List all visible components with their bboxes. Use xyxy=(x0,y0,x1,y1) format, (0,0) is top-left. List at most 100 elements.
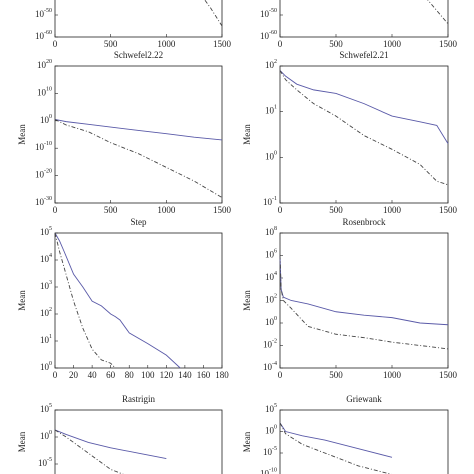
y-tick-label: 104 xyxy=(265,271,277,282)
y-tick-label: 10-10 xyxy=(260,468,277,474)
plot-frame xyxy=(279,0,449,38)
x-tick-label: 20 xyxy=(69,370,79,380)
y-tick-label: 102 xyxy=(265,59,277,70)
y-tick-label: 108 xyxy=(265,226,277,237)
x-tick-label: 0 xyxy=(53,39,58,49)
y-tick-label: 100 xyxy=(265,316,277,327)
plot-frame xyxy=(54,0,223,38)
x-tick-label: 500 xyxy=(104,39,118,49)
y-tick-label: 105 xyxy=(40,403,52,414)
y-axis-label: Mean xyxy=(17,290,27,311)
chart-title: Step xyxy=(130,217,147,227)
y-tick-label: 10-50 xyxy=(35,8,52,19)
series-line xyxy=(279,255,449,350)
series-line xyxy=(54,232,181,369)
y-tick-label: 100 xyxy=(40,430,52,441)
y-axis-label: Mean xyxy=(242,124,252,145)
series-line xyxy=(279,255,449,326)
series-line xyxy=(54,429,124,474)
y-tick-label: 10-30 xyxy=(35,196,52,207)
y-axis-label: Mean xyxy=(17,124,27,145)
x-tick-label: 1500 xyxy=(439,39,458,49)
plot-frame xyxy=(279,65,449,204)
x-tick-label: 0 xyxy=(278,39,283,49)
series-line xyxy=(54,429,167,460)
chart-title: Schwefel2.21 xyxy=(339,50,388,60)
plot-frame xyxy=(279,409,449,474)
chart-title: Griewank xyxy=(346,394,382,404)
y-tick-label: 100 xyxy=(40,114,52,125)
x-tick-label: 140 xyxy=(178,370,192,380)
series-line xyxy=(427,0,449,25)
y-tick-label: 101 xyxy=(40,334,52,345)
y-tick-label: 10-50 xyxy=(260,8,277,19)
y-tick-label: 10-60 xyxy=(35,30,52,41)
x-tick-label: 500 xyxy=(104,205,118,215)
y-tick-label: 101 xyxy=(265,105,277,116)
y-tick-label: 103 xyxy=(40,280,52,291)
x-tick-label: 180 xyxy=(215,370,229,380)
y-tick-label: 100 xyxy=(265,151,277,162)
plot-frame xyxy=(54,409,223,474)
series-line xyxy=(279,422,392,474)
x-tick-label: 1000 xyxy=(383,39,402,49)
x-tick-label: 1500 xyxy=(439,370,458,380)
plot-frame xyxy=(54,232,223,369)
y-tick-label: 10-5 xyxy=(38,457,52,468)
x-tick-label: 0 xyxy=(278,205,283,215)
series-line xyxy=(204,0,223,27)
y-tick-label: 10-5 xyxy=(263,446,277,457)
series-line xyxy=(54,232,116,369)
x-tick-label: 1500 xyxy=(213,205,232,215)
y-tick-label: 10-2 xyxy=(263,339,277,350)
y-tick-label: 105 xyxy=(40,226,52,237)
x-tick-label: 0 xyxy=(278,370,283,380)
plot-frame xyxy=(279,232,449,369)
x-tick-label: 40 xyxy=(88,370,98,380)
x-tick-label: 100 xyxy=(141,370,155,380)
x-tick-label: 120 xyxy=(160,370,174,380)
x-tick-label: 0 xyxy=(53,205,58,215)
x-tick-label: 160 xyxy=(197,370,211,380)
y-tick-label: 106 xyxy=(265,249,277,260)
y-tick-label: 100 xyxy=(265,425,277,436)
x-tick-label: 0 xyxy=(53,370,58,380)
y-axis-label: Mean xyxy=(17,431,27,452)
y-tick-label: 100 xyxy=(40,361,52,372)
y-axis-label: Mean xyxy=(242,431,252,452)
y-tick-label: 10-1 xyxy=(263,196,277,207)
series-line xyxy=(54,119,223,198)
x-tick-label: 1500 xyxy=(439,205,458,215)
y-tick-label: 102 xyxy=(265,294,277,305)
x-tick-label: 60 xyxy=(106,370,116,380)
y-tick-label: 1010 xyxy=(37,87,52,98)
chart-title: Rastrigin xyxy=(122,394,155,404)
series-line xyxy=(54,119,223,141)
x-tick-label: 500 xyxy=(329,370,343,380)
x-tick-label: 1500 xyxy=(213,39,232,49)
chart-title: Rosenbrock xyxy=(343,217,386,227)
y-tick-label: 1020 xyxy=(37,59,52,70)
series-line xyxy=(279,70,449,186)
x-tick-label: 500 xyxy=(329,39,343,49)
y-tick-label: 10-4 xyxy=(263,361,277,372)
x-tick-label: 500 xyxy=(329,205,343,215)
y-tick-label: 10-60 xyxy=(260,30,277,41)
x-tick-label: 1000 xyxy=(157,39,176,49)
series-line xyxy=(279,70,449,144)
chart-title: Schwefel2.22 xyxy=(114,50,163,60)
x-tick-label: 1000 xyxy=(383,205,402,215)
x-tick-label: 1000 xyxy=(157,205,176,215)
y-tick-label: 102 xyxy=(40,307,52,318)
y-tick-label: 10-20 xyxy=(35,169,52,180)
y-tick-label: 10-10 xyxy=(35,142,52,153)
y-axis-label: Mean xyxy=(242,290,252,311)
y-tick-label: 104 xyxy=(40,253,52,264)
plot-frame xyxy=(54,65,223,204)
x-tick-label: 1000 xyxy=(383,370,402,380)
series-line xyxy=(279,422,393,458)
y-tick-label: 105 xyxy=(265,403,277,414)
x-tick-label: 80 xyxy=(125,370,135,380)
